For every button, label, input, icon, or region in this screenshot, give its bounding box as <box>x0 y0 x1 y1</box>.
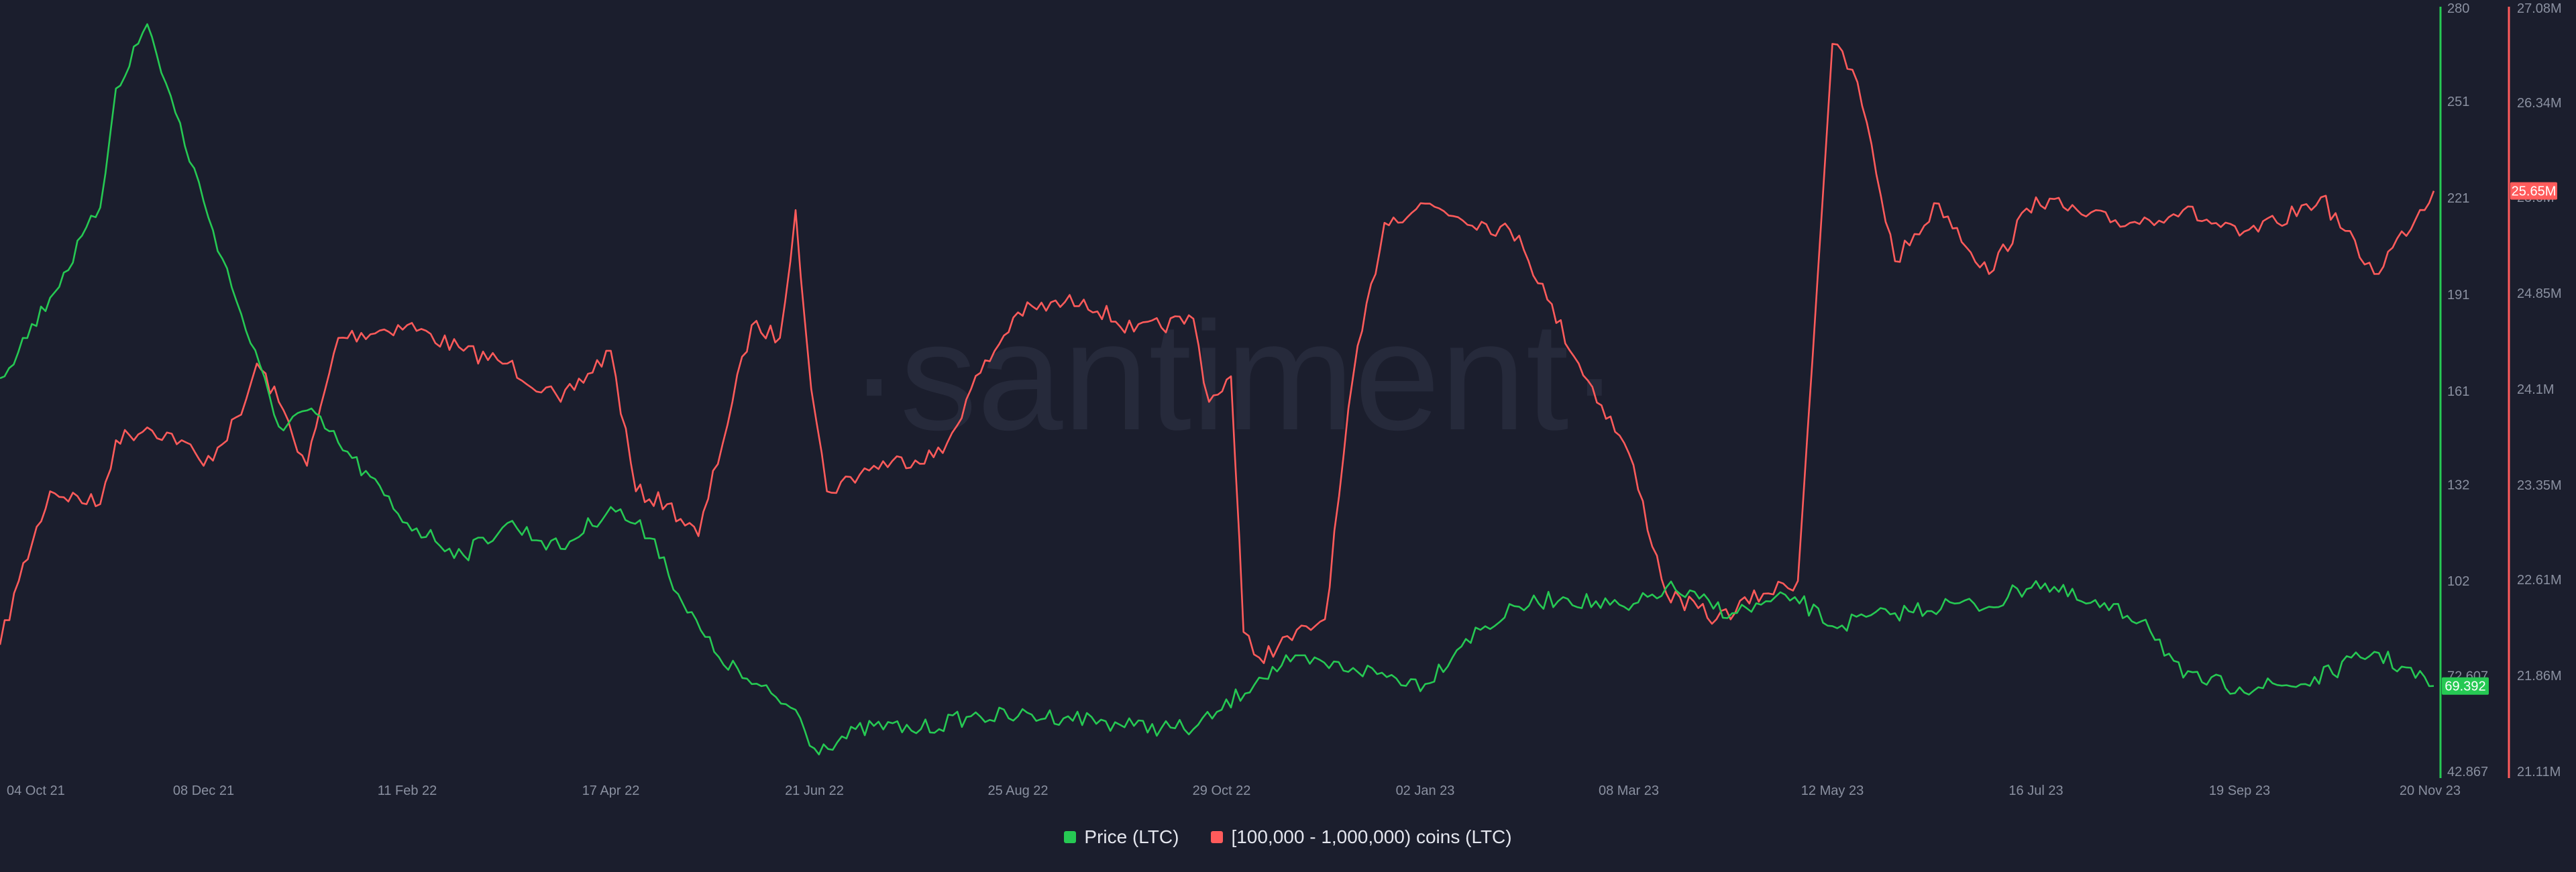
x-tick-label: 19 Sep 23 <box>2209 783 2270 798</box>
y-left-tick-label: 221 <box>2447 191 2469 206</box>
x-tick-label: 02 Jan 23 <box>1396 783 1455 798</box>
y-left-tick-label: 132 <box>2447 478 2469 492</box>
x-tick-label: 25 Aug 22 <box>987 783 1048 798</box>
x-tick-label: 12 May 23 <box>1801 783 1864 798</box>
plot-area: 28025122119116113210272.60742.86727.08M2… <box>0 1 2562 798</box>
y-left-tick-label: 161 <box>2447 384 2469 399</box>
series-line-holdings <box>0 43 2435 664</box>
y-right-tick-label: 27.08M <box>2517 1 2562 16</box>
y-left-tick-label: 102 <box>2447 574 2469 589</box>
x-tick-label: 17 Apr 22 <box>582 783 640 798</box>
y-right-tick-label: 26.34M <box>2517 96 2562 111</box>
y-left-tick-label: 280 <box>2447 1 2469 16</box>
legend-swatch-holdings <box>1211 831 1224 843</box>
y-left-tick-label: 191 <box>2447 288 2469 303</box>
legend-item-price[interactable]: Price (LTC) <box>1064 826 1179 848</box>
series-line-price <box>0 23 2434 756</box>
x-tick-label: 21 Jun 22 <box>785 783 844 798</box>
legend-label-price: Price (LTC) <box>1084 826 1179 847</box>
x-tick-label: 16 Jul 23 <box>2008 783 2063 798</box>
x-tick-label: 04 Oct 21 <box>7 783 65 798</box>
x-tick-label: 11 Feb 22 <box>378 783 437 798</box>
y-left-tick-label: 251 <box>2447 95 2469 109</box>
legend: Price (LTC) [100,000 - 1,000,000) coins … <box>0 826 2576 848</box>
x-tick-label: 20 Nov 23 <box>2400 783 2461 798</box>
y-right-tick-label: 21.11M <box>2517 765 2561 779</box>
current-price-badge: 69.392 <box>2445 679 2485 694</box>
legend-swatch-price <box>1064 831 1077 843</box>
current-holdings-badge-bg <box>2510 182 2557 200</box>
x-tick-label: 08 Mar 23 <box>1599 783 1659 798</box>
y-right-tick-label: 22.61M <box>2517 573 2562 588</box>
y-right-tick-label: 24.85M <box>2517 286 2562 301</box>
current-holdings-badge: 25.65M <box>2512 184 2557 199</box>
current-price-badge-bg <box>2442 677 2489 695</box>
legend-item-holdings[interactable]: [100,000 - 1,000,000) coins (LTC) <box>1211 826 1512 848</box>
x-tick-label: 08 Dec 21 <box>173 783 234 798</box>
y-right-tick-label: 24.1M <box>2517 382 2555 397</box>
x-tick-label: 29 Oct 22 <box>1193 783 1251 798</box>
y-right-tick-label: 21.86M <box>2517 669 2562 684</box>
y-right-tick-label: 23.35M <box>2517 478 2562 493</box>
y-left-tick-label: 42.867 <box>2447 765 2488 779</box>
legend-label-holdings: [100,000 - 1,000,000) coins (LTC) <box>1231 826 1512 847</box>
